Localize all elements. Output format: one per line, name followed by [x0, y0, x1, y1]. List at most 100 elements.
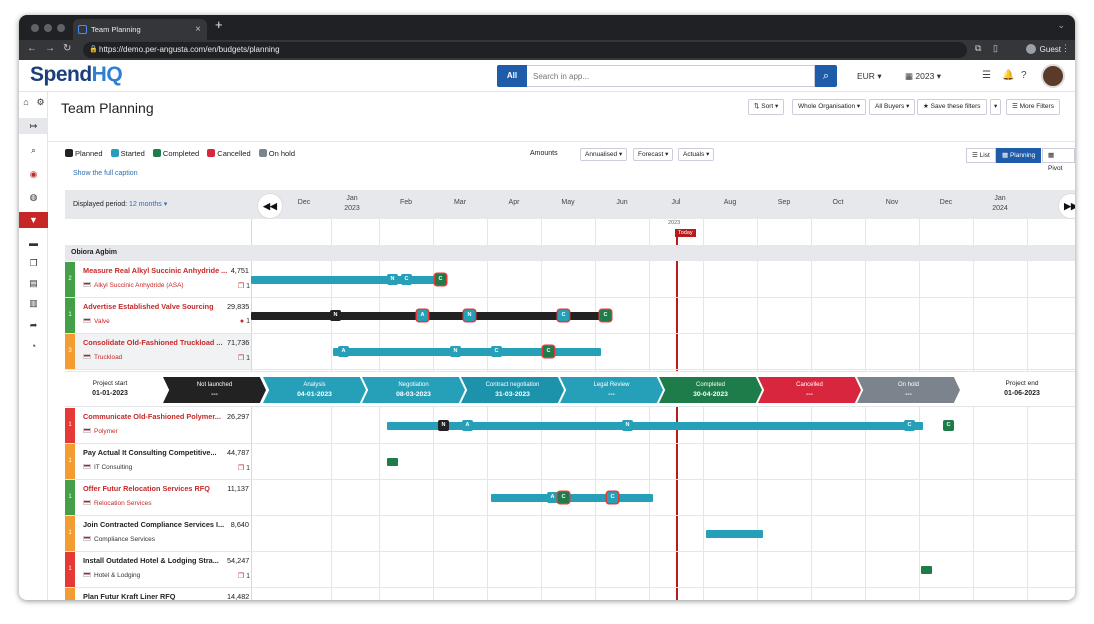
storage-icon[interactable]: ☰: [982, 70, 991, 81]
milestone-marker[interactable]: C: [607, 492, 618, 503]
history-icon[interactable]: ◔: [30, 341, 37, 351]
currency-select[interactable]: EUR ▾: [857, 71, 882, 81]
tab-search-chevron-icon[interactable]: ⌄: [1057, 20, 1065, 30]
milestone-marker[interactable]: A: [417, 310, 428, 321]
stage-chevron[interactable]: Negotiation 08-03-2023: [362, 377, 465, 403]
sidebar-toggle-icon[interactable]: ↦: [19, 118, 48, 134]
milestone-marker[interactable]: C: [904, 420, 915, 431]
milestone-marker[interactable]: A: [338, 346, 349, 357]
search-input[interactable]: [527, 65, 815, 87]
buyer-group-header[interactable]: Obiora Agbim: [65, 245, 1075, 261]
attachments-count[interactable]: ❐ 1: [237, 355, 250, 362]
cast-icon[interactable]: ⧉: [975, 43, 982, 53]
table-row[interactable]: 1 Install Outdated Hotel & Lodging Stra..…: [65, 552, 1075, 588]
milestone-marker[interactable]: C: [558, 310, 569, 321]
milestone-marker[interactable]: N: [387, 274, 398, 285]
bar-chart-icon[interactable]: ▥: [29, 298, 38, 308]
stage-chevron[interactable]: Analysis 04-01-2023: [263, 377, 366, 403]
forecast-select[interactable]: Forecast ▾: [633, 148, 674, 161]
project-title-link[interactable]: Communicate Old-Fashioned Polymer...: [83, 412, 221, 421]
table-row[interactable]: 1 Communicate Old-Fashioned Polymer... 26,…: [65, 408, 1075, 444]
quotes-icon[interactable]: ◉: [29, 169, 38, 179]
browser-tab[interactable]: Team Planning ×: [73, 19, 207, 40]
stage-chevron[interactable]: Contract negotiation 31-03-2023: [461, 377, 564, 403]
globe-icon[interactable]: ◍: [29, 192, 38, 202]
milestone-marker[interactable]: N: [450, 346, 461, 357]
timeline-bar[interactable]: [921, 566, 932, 574]
help-icon[interactable]: ?: [1021, 70, 1027, 81]
project-title-link[interactable]: Offer Futur Relocation Services RFQ: [83, 484, 210, 493]
milestone-marker[interactable]: C: [401, 274, 412, 285]
project-title-link[interactable]: Install Outdated Hotel & Lodging Stra...: [83, 556, 219, 565]
avatar[interactable]: [1041, 64, 1065, 88]
sidepanel-icon[interactable]: ▯: [993, 43, 998, 53]
timeline-bar[interactable]: [491, 494, 653, 502]
rewind-icon[interactable]: ◀◀: [257, 193, 283, 219]
timeline-bar[interactable]: [387, 422, 923, 430]
stage-chevron[interactable]: Cancelled ---: [758, 377, 861, 403]
close-window-dot[interactable]: [31, 24, 39, 32]
milestone-marker[interactable]: A: [547, 492, 558, 503]
attachments-count[interactable]: ❐ 1: [237, 283, 250, 290]
timeline-bar[interactable]: [251, 312, 607, 320]
funnel-icon[interactable]: ▼: [19, 212, 48, 228]
folder-icon[interactable]: ▬: [29, 238, 38, 248]
table-row[interactable]: 1 Pay Actual It Consulting Competitive...…: [65, 444, 1075, 480]
milestone-marker[interactable]: C: [558, 492, 569, 503]
milestone-marker[interactable]: N: [438, 420, 449, 431]
project-title-link[interactable]: Advertise Established Valve Sourcing: [83, 302, 214, 311]
home-icon[interactable]: ⌂: [23, 97, 29, 107]
save-filters-dropdown[interactable]: ▾: [990, 99, 1002, 115]
back-arrow-icon[interactable]: ←: [27, 43, 37, 54]
minimize-window-dot[interactable]: [44, 24, 52, 32]
milestone-marker[interactable]: C: [435, 274, 446, 285]
fast-forward-icon[interactable]: ▶▶: [1058, 193, 1075, 219]
year-select[interactable]: ▦ 2023 ▾: [905, 71, 941, 81]
list-view-button[interactable]: ☰ List: [966, 148, 996, 163]
table-row[interactable]: 2 Measure Real Alkyl Succinic Anhydride .…: [65, 262, 1075, 298]
project-title-link[interactable]: Plan Futur Kraft Liner RFQ: [83, 592, 176, 600]
address-bar[interactable]: 🔒 https://demo.per-angusta.com/en/budget…: [83, 42, 967, 58]
forward-arrow-icon[interactable]: →: [45, 43, 55, 54]
actuals-select[interactable]: Actuals ▾: [678, 148, 715, 161]
table-row[interactable]: 1 Join Contracted Compliance Services I..…: [65, 516, 1075, 552]
stage-chevron[interactable]: Not launched ---: [163, 377, 266, 403]
stage-chevron[interactable]: Legal Review ---: [560, 377, 663, 403]
milestone-marker[interactable]: N: [622, 420, 633, 431]
maximize-window-dot[interactable]: [57, 24, 65, 32]
timeline-bar[interactable]: [333, 348, 601, 356]
table-row[interactable]: 3 Consolidate Old-Fashioned Truckload ...…: [65, 334, 1075, 370]
displayed-period[interactable]: Displayed period: 12 months ▾: [73, 201, 168, 208]
milestone-marker[interactable]: C: [543, 346, 554, 357]
bell-icon[interactable]: 🔔: [1002, 70, 1015, 81]
save-filters-button[interactable]: ★ Save these filters: [917, 99, 987, 115]
sort-button[interactable]: ⇅ Sort ▾: [748, 99, 785, 115]
new-tab-icon[interactable]: +: [215, 17, 223, 32]
timeline-bar[interactable]: [387, 458, 398, 466]
share-icon[interactable]: ➦: [29, 320, 38, 330]
project-title-link[interactable]: Consolidate Old-Fashioned Truckload ...: [83, 338, 223, 347]
profile-guest[interactable]: Guest: [1026, 44, 1061, 54]
attachments-count[interactable]: ● 1: [239, 318, 250, 325]
table-row[interactable]: 1 Offer Futur Relocation Services RFQ 11,1…: [65, 480, 1075, 516]
organisation-filter[interactable]: Whole Organisation ▾: [792, 99, 867, 115]
milestone-marker[interactable]: A: [462, 420, 473, 431]
buyers-filter[interactable]: All Buyers ▾: [869, 99, 916, 115]
tab-close-icon[interactable]: ×: [195, 24, 201, 35]
project-title-link[interactable]: Pay Actual It Consulting Competitive...: [83, 448, 217, 457]
milestone-marker[interactable]: C: [491, 346, 502, 357]
show-caption-link[interactable]: Show the full caption: [73, 170, 138, 177]
milestone-marker[interactable]: N: [330, 310, 341, 321]
project-title-link[interactable]: Join Contracted Compliance Services I...: [83, 520, 225, 529]
spendhq-logo[interactable]: SpendHQ: [30, 63, 123, 86]
reload-icon[interactable]: ↻: [63, 43, 72, 54]
file-icon[interactable]: ▤: [29, 278, 38, 288]
browser-menu-icon[interactable]: ⋮: [1061, 43, 1070, 53]
table-row[interactable]: 1 Advertise Established Valve Sourcing 29,…: [65, 298, 1075, 334]
search-icon-sidebar[interactable]: ⌕: [30, 145, 37, 155]
attachments-count[interactable]: ❐ 1: [237, 573, 250, 580]
more-filters-button[interactable]: ☰ More Filters: [1006, 99, 1060, 115]
timeline-bar[interactable]: [706, 530, 763, 538]
search-scope-button[interactable]: All: [497, 65, 527, 87]
